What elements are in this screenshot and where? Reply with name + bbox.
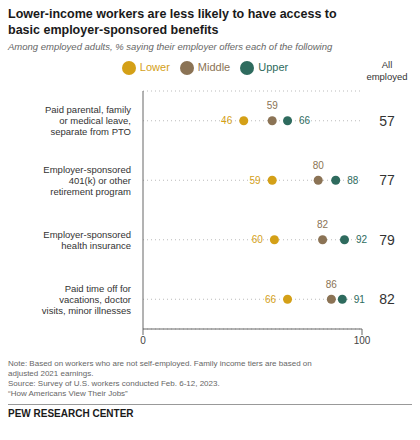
- html-text:All employed: All employed: [366, 59, 408, 82]
- html-text:Note: Based on workers who are: Note: Based on workers who are not self-…: [8, 359, 312, 368]
- svg-text:66: 66: [265, 294, 277, 305]
- svg-text:59: 59: [267, 100, 279, 111]
- html-text:PEW RESEARCH CENTER: PEW RESEARCH CENTER: [8, 408, 134, 419]
- svg-text:46: 46: [221, 115, 233, 126]
- svg-text:82: 82: [379, 291, 395, 307]
- html-text:Lower: Lower: [139, 61, 170, 73]
- svg-text:59: 59: [250, 175, 262, 186]
- html-text:“How Americans View Their Jobs: “How Americans View Their Jobs”: [8, 389, 128, 398]
- html-text:Source: Survey of U.S. workers: Source: Survey of U.S. workers conducted…: [8, 379, 220, 388]
- html-text:Among employed adults, % sayin: Among employed adults, % saying their em…: [8, 41, 333, 52]
- html-text:Lower-income workers are less: Lower-income workers are less likely to …: [8, 7, 337, 37]
- svg-text:Paid time off forvacations, do: Paid time off forvacations, doctorvisits…: [42, 283, 131, 316]
- svg-text:60: 60: [252, 234, 264, 245]
- html-text:adjusted 2021 earnings.: adjusted 2021 earnings.: [8, 369, 94, 378]
- svg-text:80: 80: [313, 160, 325, 171]
- svg-text:79: 79: [379, 232, 395, 248]
- svg-text:Employer-sponsoredhealth insur: Employer-sponsoredhealth insurance: [43, 229, 131, 251]
- svg-text:77: 77: [379, 172, 395, 188]
- svg-text:Paid parental, familyor medica: Paid parental, familyor medical leave,se…: [45, 104, 131, 137]
- svg-text:91: 91: [354, 294, 366, 305]
- svg-text:66: 66: [299, 115, 311, 126]
- svg-text:100: 100: [354, 335, 371, 346]
- svg-text:92: 92: [356, 234, 368, 245]
- svg-text:0: 0: [140, 335, 146, 346]
- svg-text:82: 82: [317, 219, 329, 230]
- svg-text:86: 86: [326, 279, 338, 290]
- html-text:Upper: Upper: [258, 61, 289, 73]
- svg-text:57: 57: [379, 113, 395, 129]
- svg-text:Employer-sponsored401(k) or ot: Employer-sponsored401(k) or otherretirem…: [43, 164, 131, 197]
- svg-text:88: 88: [347, 175, 359, 186]
- html-text:Middle: Middle: [197, 61, 231, 73]
